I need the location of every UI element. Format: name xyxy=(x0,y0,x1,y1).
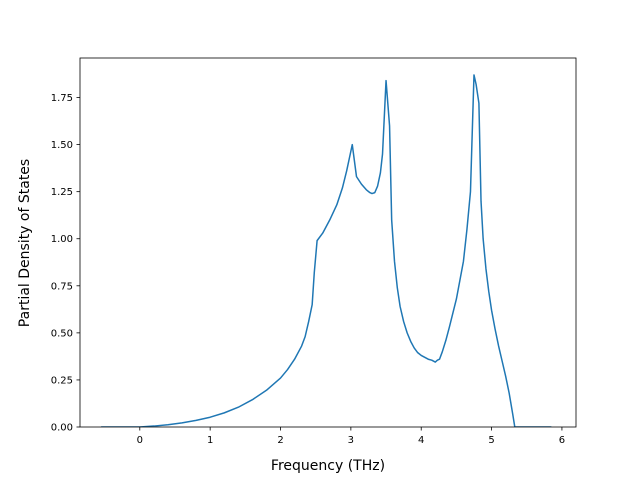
y-tick-label: 1.75 xyxy=(51,93,73,104)
y-tick-label: 0.25 xyxy=(51,375,73,386)
y-tick-label: 0.00 xyxy=(51,423,73,434)
x-tick-label: 2 xyxy=(277,435,283,446)
x-tick-label: 6 xyxy=(559,435,565,446)
y-axis: 0.00 0.25 0.50 0.75 1.00 1.25 1.50 1.75 xyxy=(51,93,80,434)
y-tick-label: 1.50 xyxy=(51,140,73,151)
x-tick-label: 3 xyxy=(348,435,354,446)
y-tick-label: 1.00 xyxy=(51,234,73,245)
x-tick-label: 0 xyxy=(137,435,143,446)
series-line-0 xyxy=(101,74,552,427)
x-tick-label: 4 xyxy=(418,435,424,446)
x-axis: 0 1 2 3 4 5 6 xyxy=(137,427,565,446)
y-tick-label: 0.75 xyxy=(51,281,73,292)
x-tick-label: 1 xyxy=(207,435,213,446)
y-tick-label: 0.50 xyxy=(51,328,73,339)
x-tick-label: 5 xyxy=(488,435,494,446)
plot-area xyxy=(79,57,577,428)
axes-frame xyxy=(79,57,577,428)
y-axis-title: Partial Density of States xyxy=(17,159,33,327)
x-axis-title: Frequency (THz) xyxy=(271,458,385,474)
y-tick-label: 1.25 xyxy=(51,187,73,198)
